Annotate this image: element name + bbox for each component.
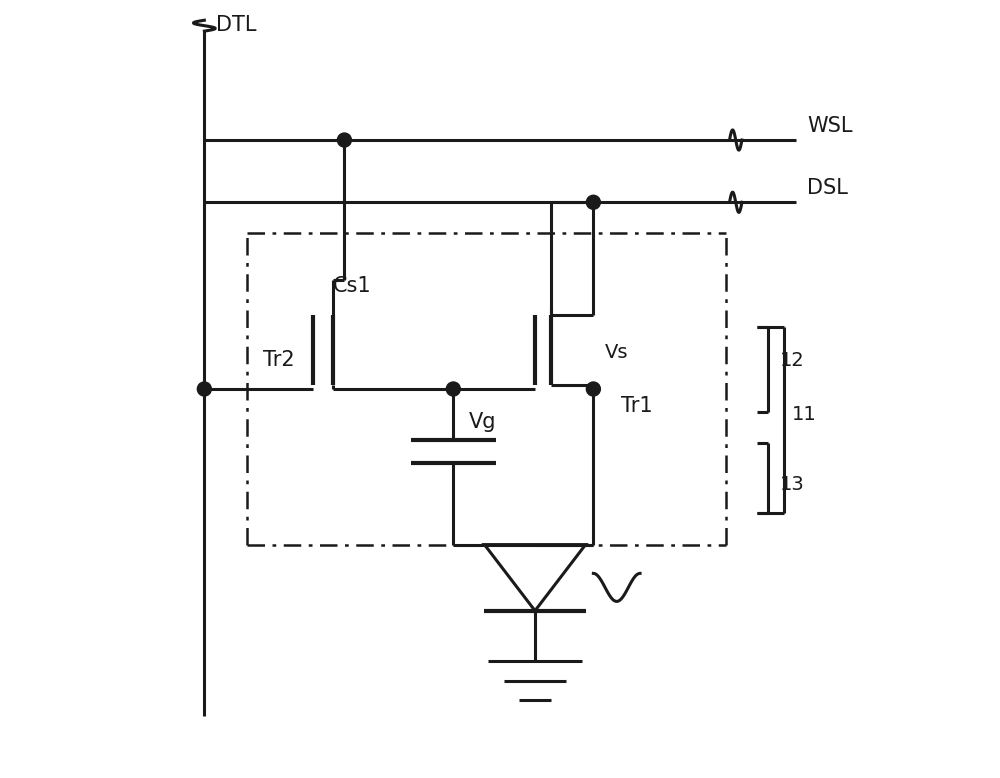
Text: DSL: DSL	[807, 178, 848, 198]
Circle shape	[446, 382, 460, 396]
Circle shape	[337, 133, 351, 147]
Text: 11: 11	[792, 405, 816, 424]
Text: Cs1: Cs1	[333, 275, 371, 296]
Text: Tr1: Tr1	[621, 396, 652, 416]
Text: DTL: DTL	[216, 15, 257, 35]
Text: 13: 13	[780, 475, 805, 494]
Circle shape	[586, 195, 600, 209]
Circle shape	[197, 382, 211, 396]
Text: WSL: WSL	[807, 116, 853, 136]
Circle shape	[586, 382, 600, 396]
Text: 12: 12	[780, 351, 805, 370]
Text: Tr2: Tr2	[263, 349, 294, 370]
Text: Vs: Vs	[605, 343, 629, 362]
Text: Vg: Vg	[469, 412, 496, 432]
